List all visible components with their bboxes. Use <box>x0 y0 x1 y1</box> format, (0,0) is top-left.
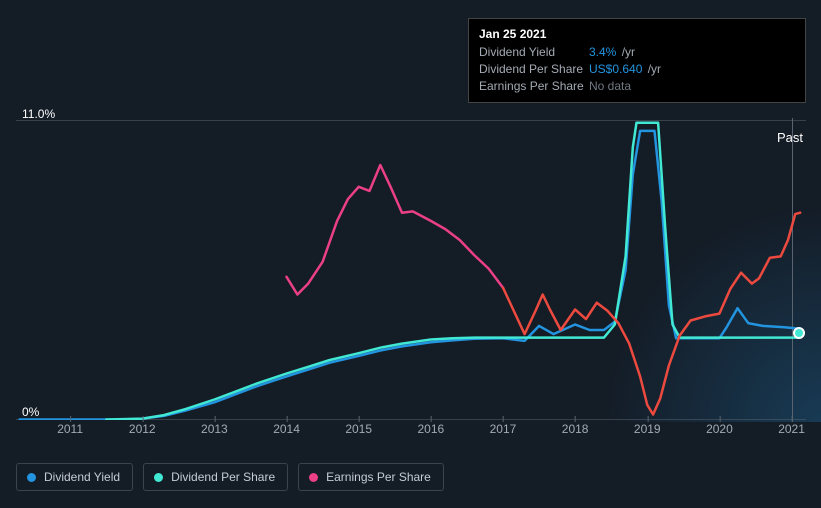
tooltip-key: Dividend Per Share <box>479 61 589 78</box>
legend: Dividend Yield Dividend Per Share Earnings… <box>16 463 444 491</box>
legend-label: Dividend Per Share <box>171 470 275 484</box>
x-axis-tick: 2017 <box>490 422 517 436</box>
legend-item-earnings_per_share[interactable]: Earnings Per Share <box>298 463 444 491</box>
x-axis-tick: 2020 <box>706 422 733 436</box>
x-axis-tick: 2014 <box>273 422 300 436</box>
series-dividend_per_share <box>106 123 799 420</box>
x-axis-tick: 2016 <box>417 422 444 436</box>
y-axis-tick-max: 11.0% <box>22 107 55 121</box>
chart-container: { "chart": { "type": "line", "background… <box>0 0 821 508</box>
series-dividend_yield <box>20 131 799 420</box>
x-axis-tick: 2011 <box>57 422 83 436</box>
series-earnings_per_share <box>287 165 504 295</box>
series-earnings_per_share-red <box>503 213 800 415</box>
tooltip-value: 3.4% /yr <box>589 44 635 61</box>
tooltip-date: Jan 25 2021 <box>479 26 795 43</box>
x-axis-tick: 2019 <box>634 422 661 436</box>
legend-item-dividend_yield[interactable]: Dividend Yield <box>16 463 133 491</box>
legend-dot <box>154 473 163 482</box>
tooltip-row: Dividend Yield3.4% /yr <box>479 44 795 61</box>
legend-label: Earnings Per Share <box>326 470 431 484</box>
tooltip-row: Dividend Per ShareUS$0.640 /yr <box>479 61 795 78</box>
tooltip-key: Dividend Yield <box>479 44 589 61</box>
legend-dot <box>27 473 36 482</box>
chart-plot[interactable] <box>16 120 806 420</box>
tooltip-row: Earnings Per ShareNo data <box>479 78 795 95</box>
x-axis-tick: 2021 <box>778 422 805 436</box>
legend-item-dividend_per_share[interactable]: Dividend Per Share <box>143 463 288 491</box>
x-axis-tick: 2018 <box>562 422 589 436</box>
tooltip-value: No data <box>589 78 631 95</box>
legend-dot <box>309 473 318 482</box>
tooltip-rows: Dividend Yield3.4% /yrDividend Per Share… <box>479 44 795 95</box>
legend-label: Dividend Yield <box>44 470 120 484</box>
tooltip-value: US$0.640 /yr <box>589 61 661 78</box>
tooltip-key: Earnings Per Share <box>479 78 589 95</box>
x-axis-tick: 2015 <box>345 422 372 436</box>
x-axis-tick: 2013 <box>201 422 228 436</box>
x-axis-tick: 2012 <box>129 422 156 436</box>
hover-tooltip: Jan 25 2021 Dividend Yield3.4% /yrDivide… <box>468 18 806 103</box>
x-axis: 2011 2012 2013 2014 2015 2016 2017 2018 2019 2020… <box>16 422 806 442</box>
